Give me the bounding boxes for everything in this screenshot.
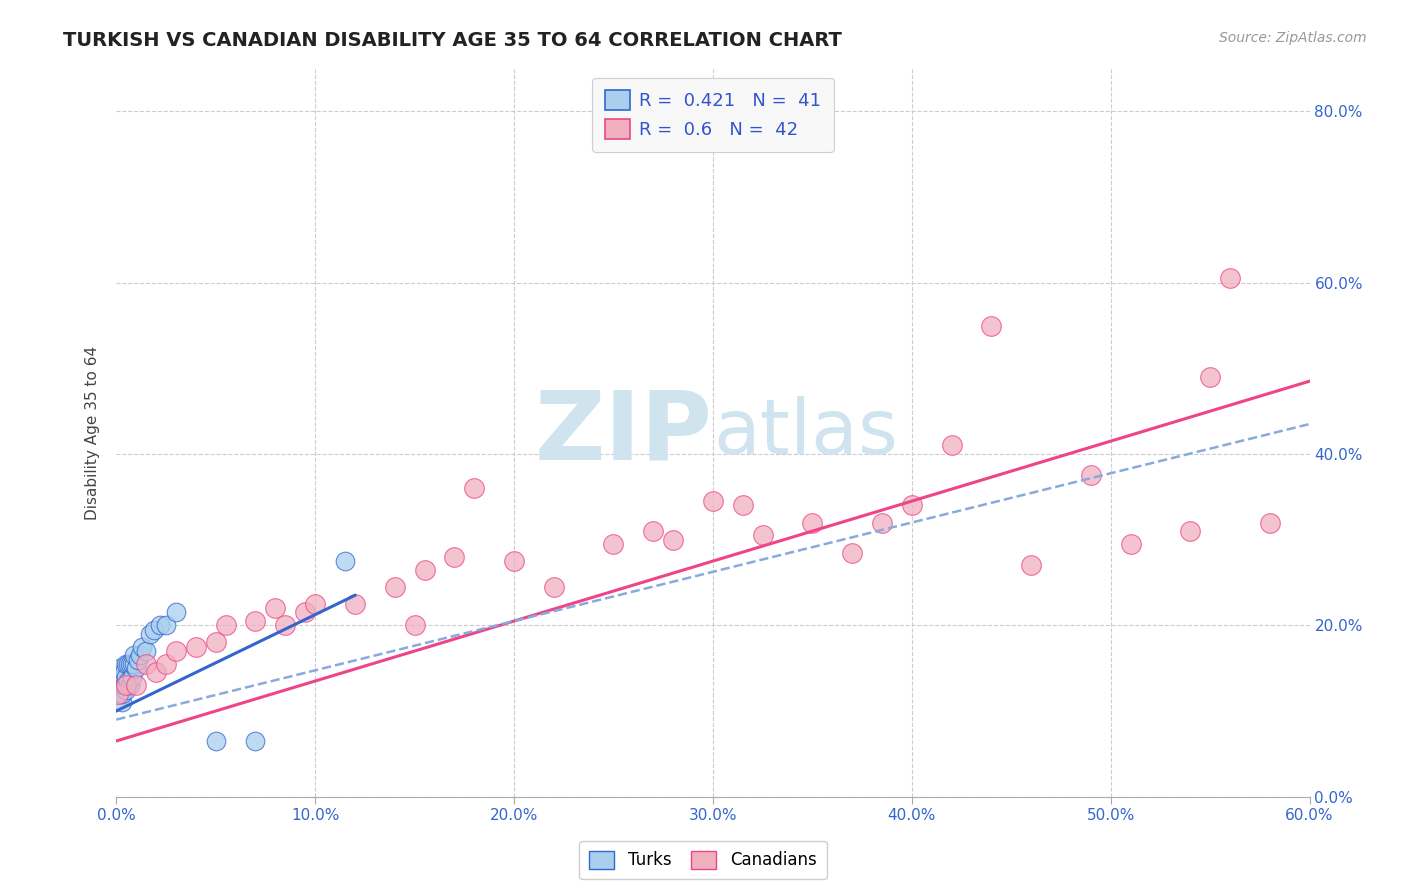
- Point: [702, 494, 724, 508]
- Text: atlas: atlas: [713, 395, 898, 469]
- Point: [117, 657, 139, 671]
- Point: [127, 652, 149, 666]
- Point: [503, 554, 526, 568]
- Point: [304, 597, 326, 611]
- Point: [204, 635, 226, 649]
- Point: [115, 682, 138, 697]
- Legend: Turks, Canadians: Turks, Canadians: [579, 840, 827, 880]
- Text: TURKISH VS CANADIAN DISABILITY AGE 35 TO 64 CORRELATION CHART: TURKISH VS CANADIAN DISABILITY AGE 35 TO…: [63, 31, 842, 50]
- Point: [155, 657, 177, 671]
- Point: [870, 516, 893, 530]
- Point: [245, 614, 267, 628]
- Point: [107, 687, 129, 701]
- Point: [543, 580, 565, 594]
- Point: [111, 673, 134, 688]
- Point: [122, 657, 145, 671]
- Point: [443, 549, 465, 564]
- Point: [1219, 271, 1241, 285]
- Point: [125, 678, 148, 692]
- Point: [204, 734, 226, 748]
- Point: [841, 545, 863, 559]
- Point: [107, 670, 129, 684]
- Point: [110, 678, 132, 692]
- Point: [214, 618, 236, 632]
- Point: [1180, 524, 1202, 538]
- Point: [111, 687, 134, 701]
- Point: [333, 554, 356, 568]
- Point: [801, 516, 824, 530]
- Point: [135, 657, 157, 671]
- Point: [343, 597, 366, 611]
- Point: [184, 640, 207, 654]
- Text: ZIP: ZIP: [536, 386, 713, 479]
- Point: [111, 695, 134, 709]
- Point: [662, 533, 685, 547]
- Point: [404, 618, 426, 632]
- Point: [131, 640, 153, 654]
- Point: [245, 734, 267, 748]
- Point: [165, 606, 187, 620]
- Text: Source: ZipAtlas.com: Source: ZipAtlas.com: [1219, 31, 1367, 45]
- Point: [129, 648, 152, 663]
- Point: [110, 687, 132, 701]
- Y-axis label: Disability Age 35 to 64: Disability Age 35 to 64: [86, 345, 100, 520]
- Point: [413, 563, 436, 577]
- Point: [1199, 370, 1222, 384]
- Point: [751, 528, 773, 542]
- Point: [115, 678, 138, 692]
- Point: [643, 524, 665, 538]
- Point: [122, 648, 145, 663]
- Point: [602, 537, 624, 551]
- Point: [115, 670, 138, 684]
- Point: [1119, 537, 1142, 551]
- Point: [941, 438, 963, 452]
- Point: [274, 618, 297, 632]
- Point: [107, 682, 129, 697]
- Point: [125, 661, 148, 675]
- Point: [731, 499, 754, 513]
- Point: [111, 670, 134, 684]
- Point: [111, 678, 134, 692]
- Point: [135, 644, 157, 658]
- Point: [1080, 468, 1102, 483]
- Point: [112, 678, 135, 692]
- Point: [155, 618, 177, 632]
- Point: [110, 661, 132, 675]
- Point: [145, 665, 167, 680]
- Point: [121, 657, 143, 671]
- Point: [115, 657, 138, 671]
- Point: [264, 601, 287, 615]
- Point: [110, 670, 132, 684]
- Point: [980, 318, 1002, 333]
- Point: [117, 673, 139, 688]
- Legend: R =  0.421   N =  41, R =  0.6   N =  42: R = 0.421 N = 41, R = 0.6 N = 42: [592, 78, 834, 152]
- Point: [1258, 516, 1281, 530]
- Point: [112, 670, 135, 684]
- Point: [120, 657, 142, 671]
- Point: [1019, 558, 1042, 573]
- Point: [110, 665, 132, 680]
- Point: [139, 627, 162, 641]
- Point: [149, 618, 172, 632]
- Point: [294, 606, 316, 620]
- Point: [384, 580, 406, 594]
- Point: [900, 499, 922, 513]
- Point: [463, 481, 485, 495]
- Point: [120, 678, 142, 692]
- Point: [107, 673, 129, 688]
- Point: [107, 678, 129, 692]
- Point: [121, 670, 143, 684]
- Point: [143, 623, 166, 637]
- Point: [112, 665, 135, 680]
- Point: [165, 644, 187, 658]
